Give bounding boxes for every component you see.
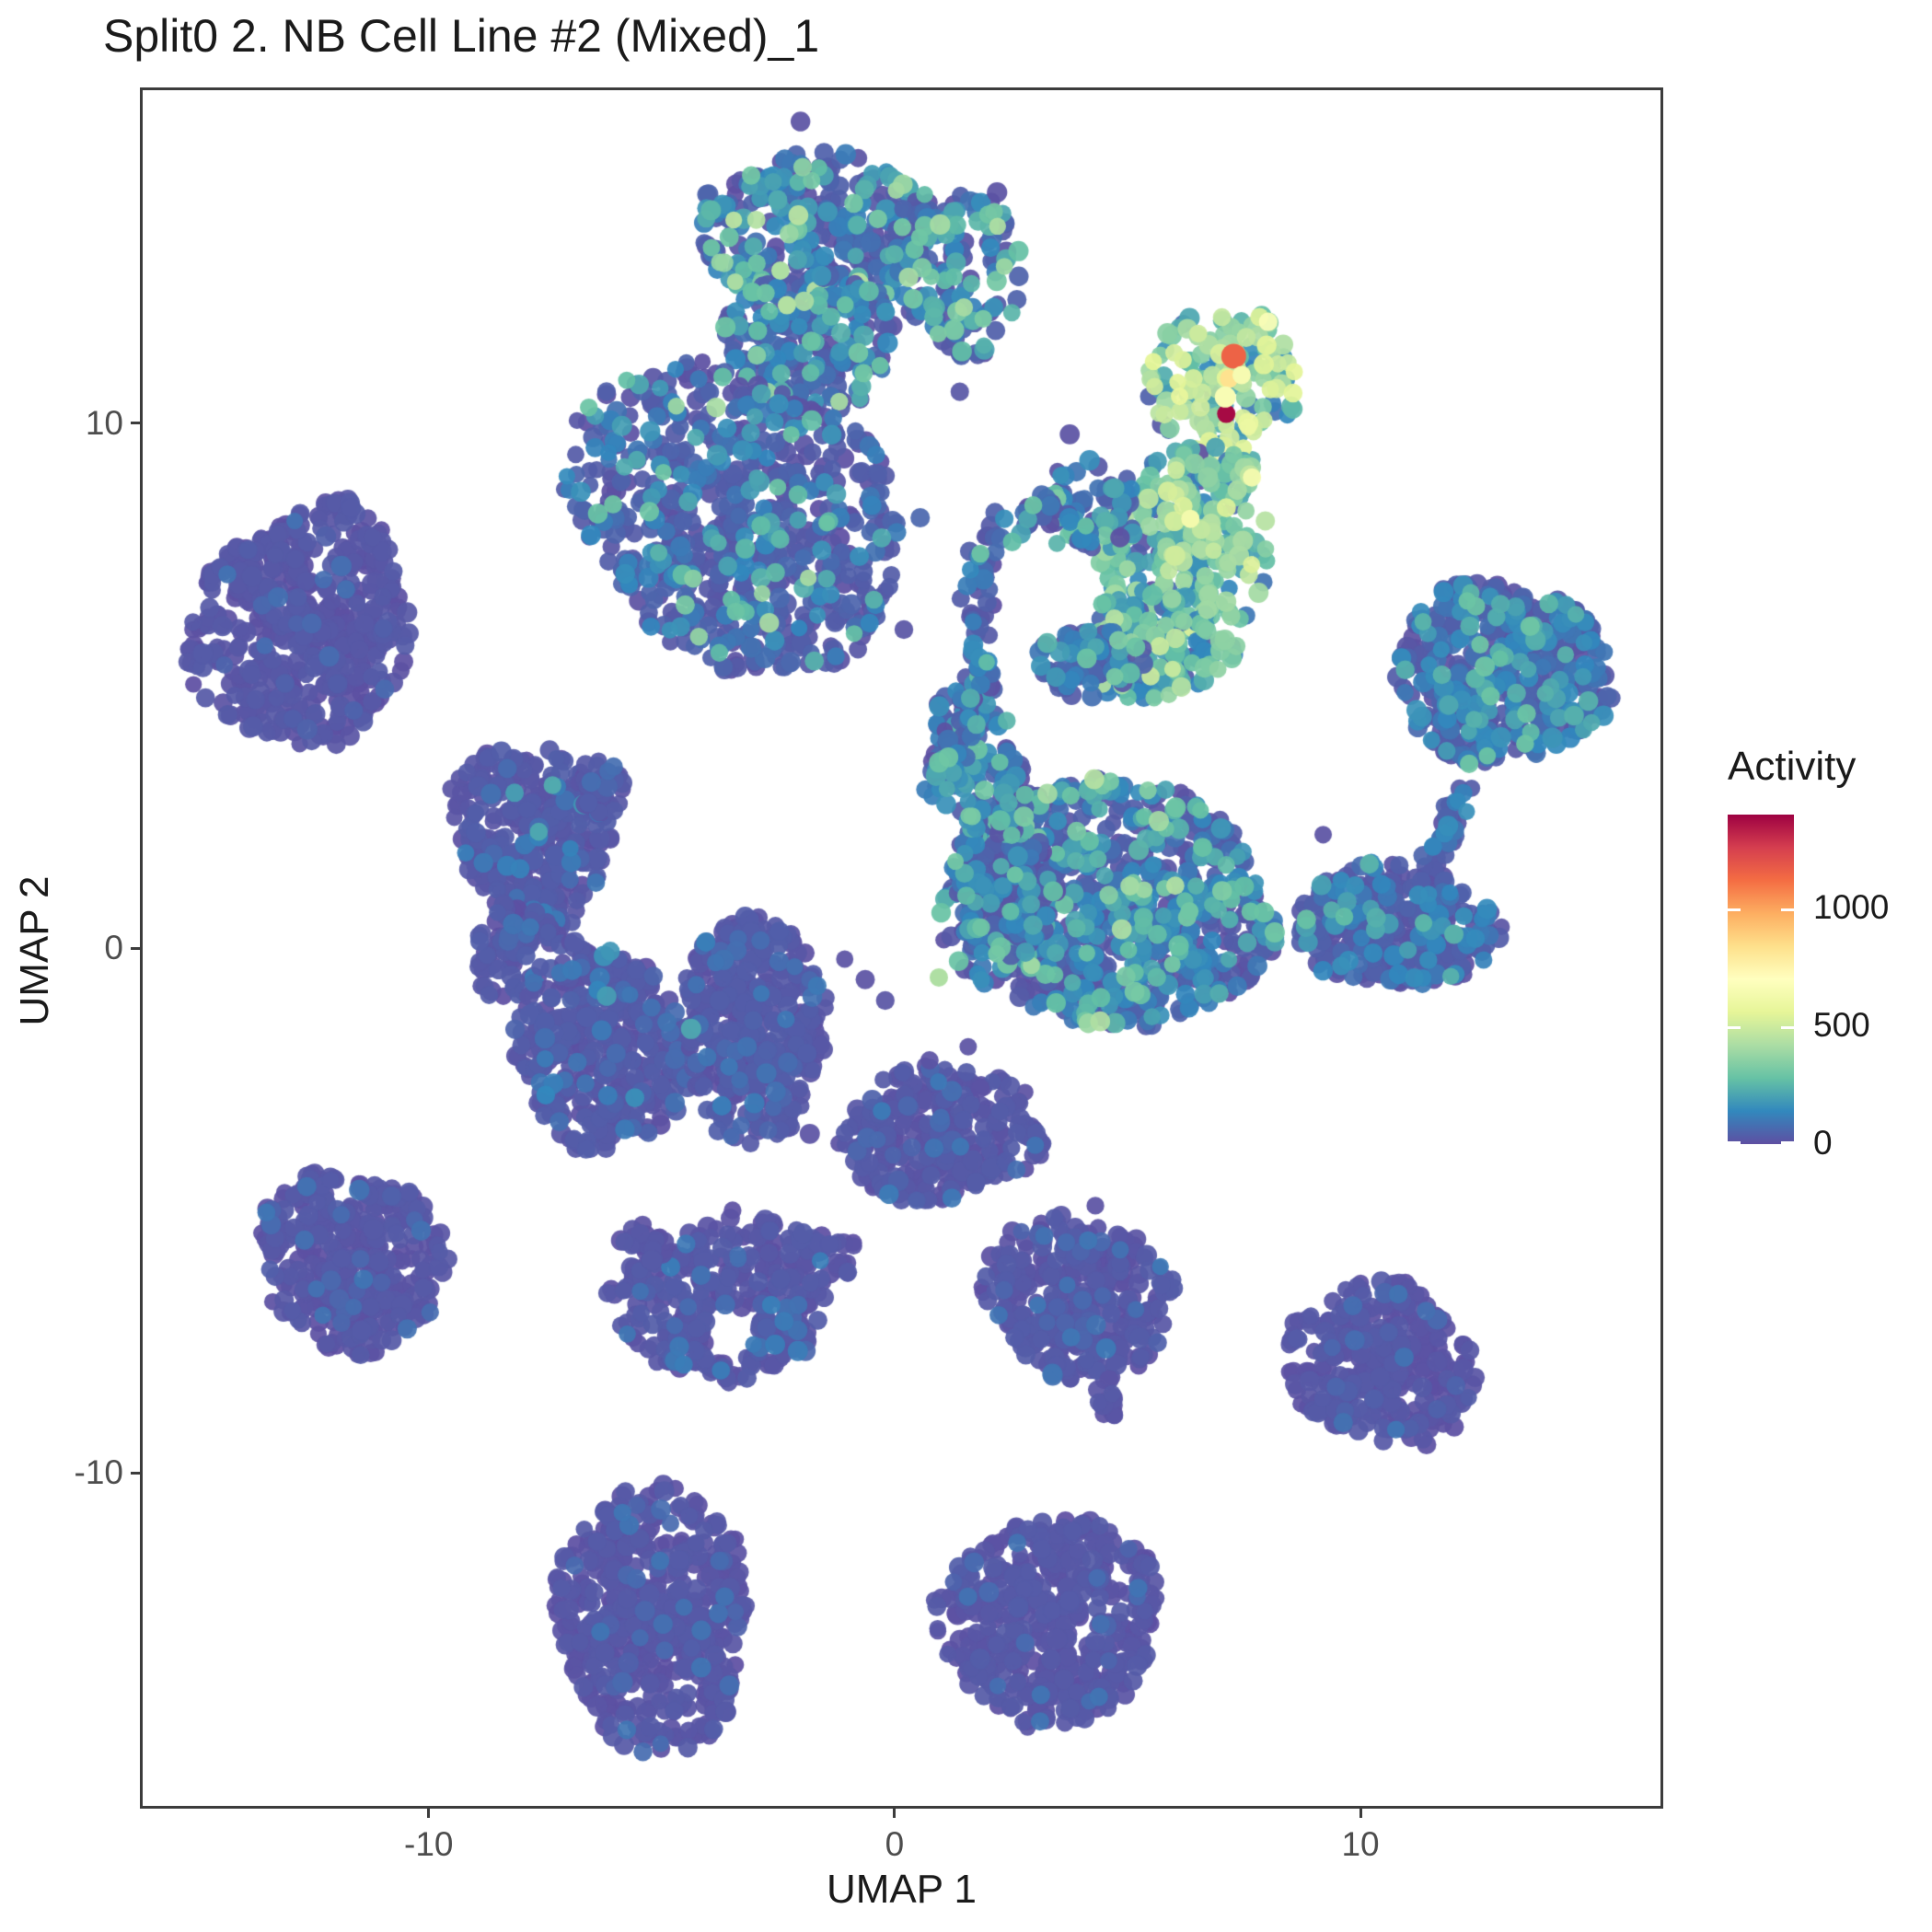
legend-title: Activity	[1728, 744, 1857, 789]
colorbar-tick-label: 0	[1813, 1124, 1833, 1162]
y-tick-mark	[131, 422, 140, 425]
x-tick-mark	[1359, 1809, 1362, 1818]
y-tick-label: 10	[85, 403, 123, 442]
legend: Activity 1000 500 0	[1712, 736, 1932, 1197]
colorbar-tick-mark	[1781, 1026, 1794, 1030]
x-tick-label: -10	[404, 1825, 454, 1863]
y-tick-mark	[131, 1471, 140, 1475]
x-tick-label: 10	[1341, 1825, 1380, 1863]
plot-panel	[140, 87, 1663, 1809]
y-axis-label: UMAP 2	[12, 875, 57, 1026]
colorbar-tick-label: 500	[1813, 1006, 1870, 1045]
colorbar-tick-mark	[1781, 908, 1794, 912]
colorbar-tick-mark	[1728, 1026, 1741, 1030]
x-tick-label: 0	[885, 1825, 905, 1863]
x-tick-mark	[427, 1809, 431, 1818]
x-axis-label: UMAP 1	[826, 1867, 978, 1912]
x-tick-mark	[893, 1809, 897, 1818]
colorbar-tick-mark	[1728, 1141, 1741, 1144]
legend-colorbar	[1728, 815, 1794, 1144]
y-tick-label: 0	[104, 929, 123, 966]
y-tick-mark	[131, 946, 140, 950]
colorbar-tick-mark	[1781, 1141, 1794, 1144]
colorbar-tick-mark	[1728, 908, 1741, 912]
colorbar-tick-label: 1000	[1813, 888, 1890, 927]
y-tick-label: -10	[74, 1453, 123, 1492]
